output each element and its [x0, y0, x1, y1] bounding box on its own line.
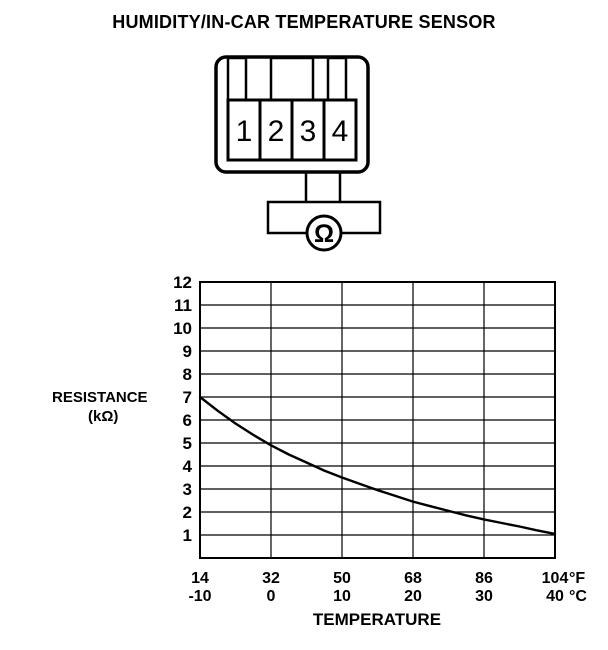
y-axis-unit: (kΩ) — [88, 408, 118, 425]
y-tick-label: 10 — [173, 319, 192, 338]
x-tick-label-fahrenheit: 14 — [191, 570, 209, 587]
x-tick-label-fahrenheit: 86 — [475, 570, 493, 587]
fahrenheit-unit-label: °F — [569, 570, 585, 587]
x-tick-label-celsius: 30 — [475, 588, 493, 605]
y-tick-label: 4 — [183, 457, 193, 476]
ohmmeter-hookup: Ω — [266, 172, 382, 252]
y-tick-label: 11 — [174, 296, 192, 315]
ohm-symbol: Ω — [314, 220, 334, 248]
connector-key-slot-left — [226, 56, 248, 102]
celsius-unit-label: °C — [569, 588, 587, 605]
x-tick-label-celsius: 10 — [333, 588, 351, 605]
y-axis-title: RESISTANCE — [52, 389, 148, 406]
page-title: HUMIDITY/IN-CAR TEMPERATURE SENSOR — [112, 12, 496, 32]
y-tick-label: 12 — [173, 273, 192, 292]
y-tick-label: 1 — [183, 526, 192, 545]
x-tick-label-fahrenheit: 32 — [262, 570, 280, 587]
x-tick-label-fahrenheit: 68 — [404, 570, 422, 587]
connector-diagram: 1 2 3 4 Ω — [214, 55, 382, 252]
connector-key-slot-center — [269, 56, 315, 102]
pin-1-label: 1 — [236, 115, 253, 148]
y-tick-label: 7 — [183, 388, 192, 407]
y-tick-label: 3 — [183, 480, 192, 499]
x-tick-label-celsius: -10 — [188, 588, 211, 605]
resistance-curve — [198, 395, 557, 536]
connector-key-slot-right — [326, 56, 348, 102]
pin-4-label: 4 — [332, 115, 349, 148]
x-tick-label-fahrenheit: 104 — [542, 570, 569, 587]
pin-3-label: 3 — [300, 115, 317, 148]
y-tick-label: 8 — [183, 365, 192, 384]
y-tick-label: 6 — [183, 411, 192, 430]
connector-housing: 1 2 3 4 — [214, 55, 370, 174]
pin-2-label: 2 — [268, 115, 285, 148]
plot-frame — [199, 281, 556, 559]
x-tick-label-celsius: 0 — [267, 588, 276, 605]
x-tick-label-celsius: 40 — [546, 588, 564, 605]
x-tick-label-fahrenheit: 50 — [333, 570, 351, 587]
y-tick-label: 2 — [183, 503, 192, 522]
x-axis-title: TEMPERATURE — [313, 610, 441, 629]
y-tick-label: 5 — [183, 434, 192, 453]
x-tick-label-celsius: 20 — [404, 588, 422, 605]
ohmmeter-icon — [305, 214, 343, 252]
y-tick-label: 9 — [183, 342, 192, 361]
